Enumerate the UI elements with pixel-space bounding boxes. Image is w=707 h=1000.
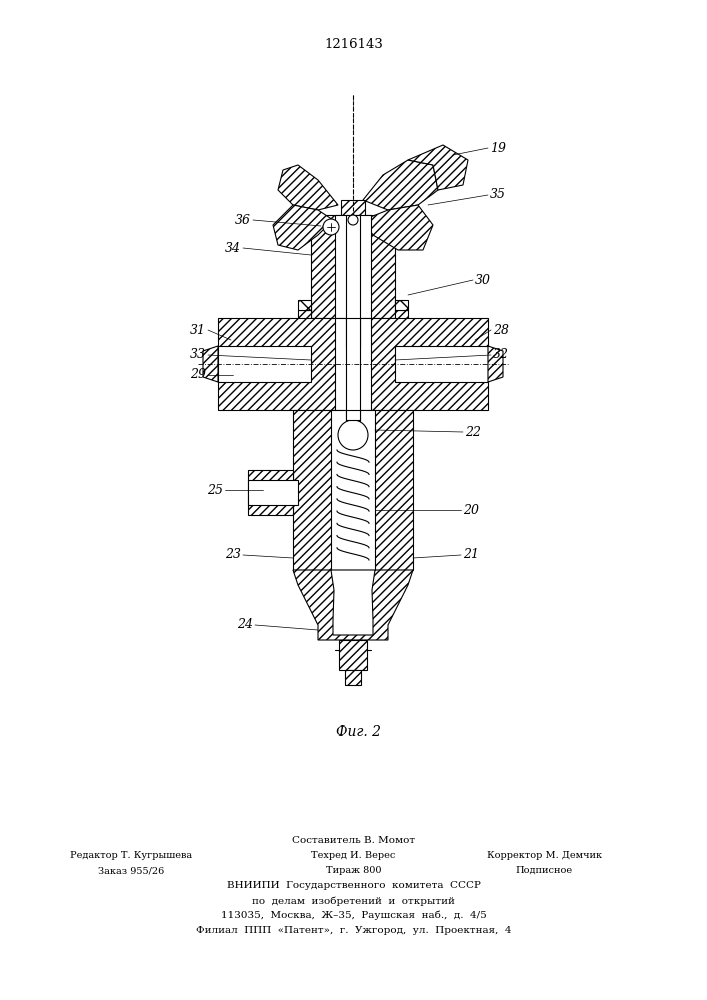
Text: 32: 32: [493, 349, 509, 361]
Text: 31: 31: [190, 324, 206, 336]
Text: Филиал  ППП  «Патент»,  г.  Ужгород,  ул.  Проектная,  4: Филиал ППП «Патент», г. Ужгород, ул. Про…: [196, 926, 511, 935]
Text: 19: 19: [490, 141, 506, 154]
Text: 22: 22: [465, 426, 481, 438]
Bar: [395, 346, 488, 382]
Circle shape: [323, 219, 339, 235]
Polygon shape: [273, 205, 333, 250]
Bar: [346, 410, 360, 420]
Circle shape: [338, 420, 368, 450]
Text: 23: 23: [225, 548, 241, 562]
Polygon shape: [363, 160, 438, 210]
Polygon shape: [293, 570, 413, 640]
Bar: [298, 300, 311, 310]
Bar: [346, 215, 360, 348]
Text: 35: 35: [490, 188, 506, 202]
Bar: [248, 480, 298, 505]
Text: 20: 20: [463, 504, 479, 516]
Polygon shape: [203, 346, 218, 382]
Bar: [218, 346, 311, 382]
Text: 33: 33: [190, 349, 206, 361]
Text: 34: 34: [225, 241, 241, 254]
Text: ВНИИПИ  Государственного  комитета  СССР: ВНИИПИ Государственного комитета СССР: [226, 881, 481, 890]
Text: Составитель В. Момот: Составитель В. Момот: [292, 836, 415, 845]
Text: 30: 30: [475, 273, 491, 286]
Text: 25: 25: [207, 484, 223, 496]
Polygon shape: [408, 145, 468, 190]
Bar: [298, 310, 311, 326]
Bar: [345, 670, 361, 685]
Bar: [395, 300, 408, 310]
Text: 21: 21: [463, 548, 479, 562]
Polygon shape: [488, 346, 503, 382]
Bar: [335, 318, 371, 410]
Text: 24: 24: [237, 618, 253, 632]
Text: 28: 28: [493, 324, 509, 336]
Text: 29: 29: [190, 368, 206, 381]
Text: Подписное: Подписное: [516, 866, 573, 875]
Circle shape: [348, 215, 358, 225]
Text: Заказ 955/26: Заказ 955/26: [98, 866, 164, 875]
Text: 1216143: 1216143: [324, 38, 383, 51]
Text: Техред И. Верес: Техред И. Верес: [311, 851, 396, 860]
Bar: [331, 410, 375, 570]
Bar: [311, 215, 395, 318]
Text: Фиг. 2: Фиг. 2: [336, 725, 380, 739]
Text: Тираж 800: Тираж 800: [326, 866, 381, 875]
Bar: [218, 318, 488, 410]
Polygon shape: [331, 570, 375, 635]
Bar: [395, 310, 408, 326]
Text: 113035,  Москва,  Ж–35,  Раушская  наб.,  д.  4/5: 113035, Москва, Ж–35, Раушская наб., д. …: [221, 911, 486, 920]
Bar: [293, 410, 413, 570]
Bar: [335, 215, 371, 318]
Bar: [346, 318, 360, 430]
Text: по  делам  изобретений  и  открытий: по делам изобретений и открытий: [252, 896, 455, 906]
Text: Корректор М. Демчик: Корректор М. Демчик: [487, 851, 602, 860]
Text: Редактор Т. Кугрышева: Редактор Т. Кугрышева: [70, 851, 192, 860]
Polygon shape: [278, 165, 338, 210]
Polygon shape: [341, 200, 365, 220]
Bar: [248, 470, 293, 515]
Bar: [339, 640, 367, 670]
Text: 36: 36: [235, 214, 251, 227]
Polygon shape: [363, 205, 433, 250]
